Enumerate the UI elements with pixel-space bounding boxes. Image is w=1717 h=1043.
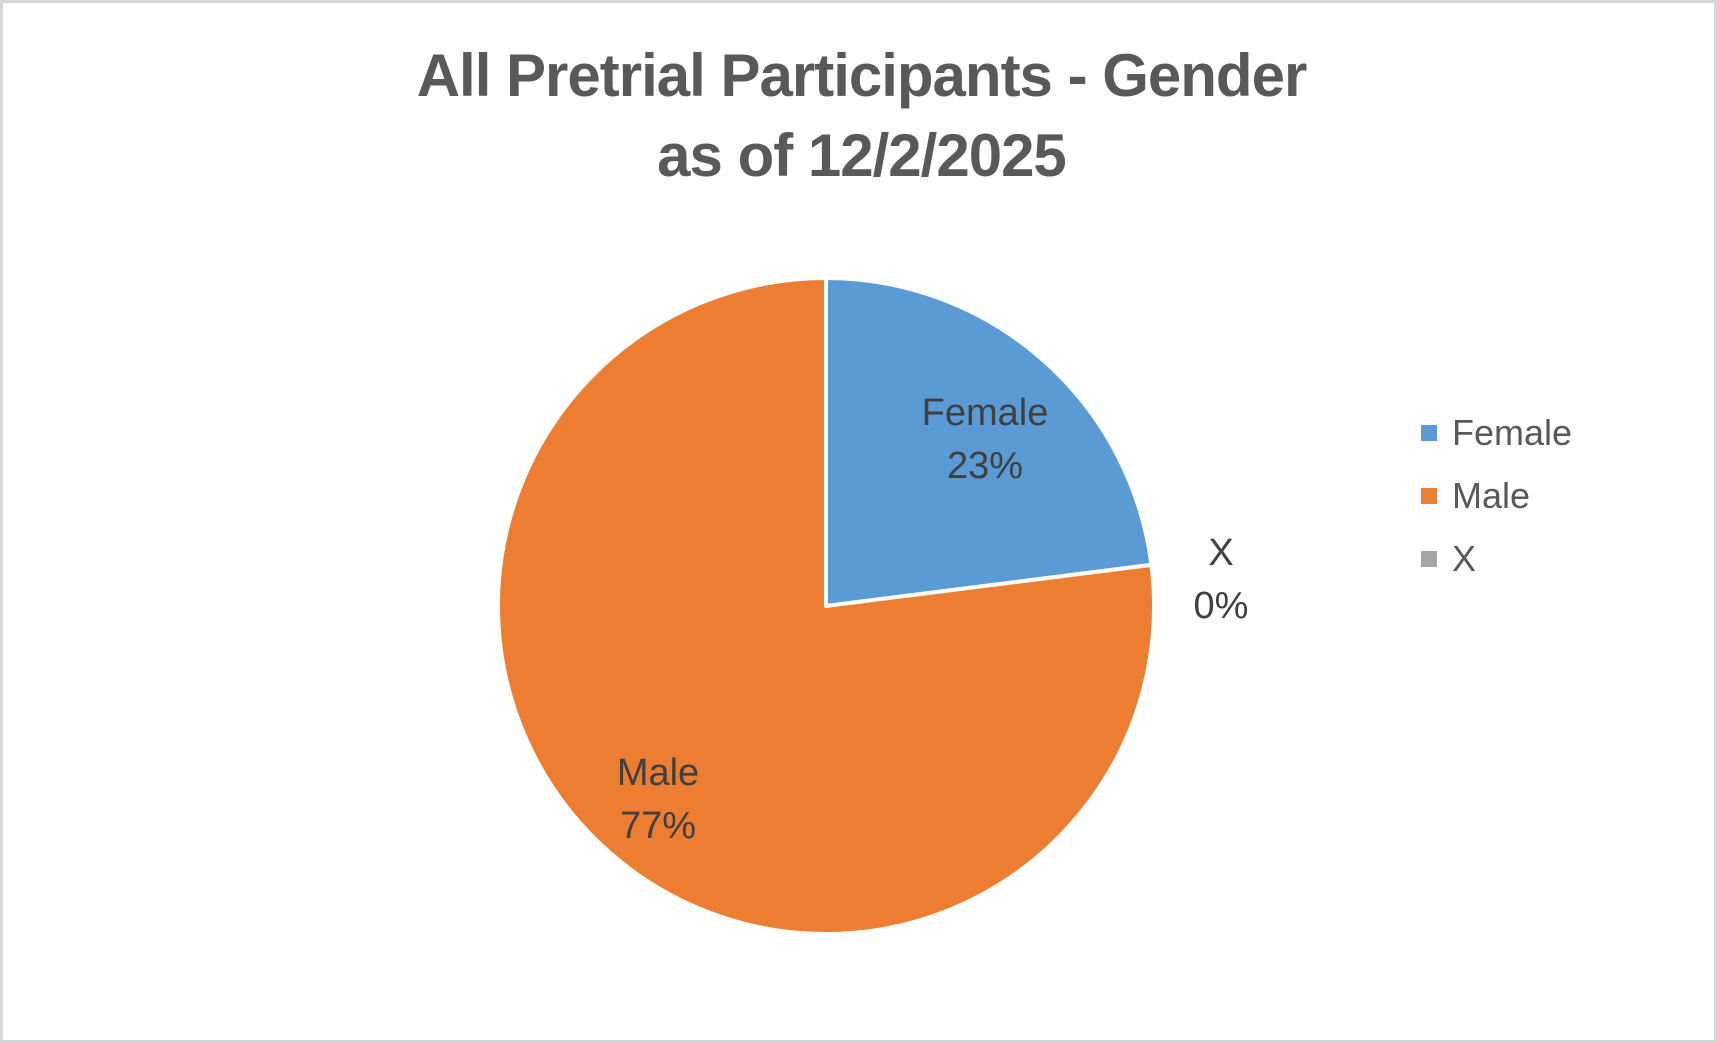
legend: Female Male X xyxy=(1421,401,1572,590)
data-label-male-name: Male xyxy=(616,752,700,794)
chart-title-line2: as of 12/2/2025 xyxy=(657,122,1067,189)
legend-item-female: Female xyxy=(1421,401,1572,464)
data-label-male: Male 77% xyxy=(617,747,699,853)
legend-item-male: Male xyxy=(1421,464,1572,527)
data-label-female-name: Female xyxy=(921,392,1049,434)
chart-title-line1: All Pretrial Participants - Gender xyxy=(416,42,1308,109)
legend-swatch-female xyxy=(1421,424,1437,441)
pie-chart xyxy=(496,276,1156,936)
pie-slice-female xyxy=(824,276,1154,608)
data-label-female: Female 23% xyxy=(922,387,1049,493)
legend-swatch-x xyxy=(1421,550,1437,567)
legend-label-female: Female xyxy=(1452,411,1573,453)
legend-label-x: X xyxy=(1452,537,1477,579)
data-label-x-name: X xyxy=(1208,532,1234,574)
data-label-x-pct: 0% xyxy=(1193,585,1249,627)
data-label-male-pct: 77% xyxy=(619,805,697,847)
chart-title: All Pretrial Participants - Gender as of… xyxy=(3,36,1714,196)
legend-swatch-male xyxy=(1421,487,1437,504)
data-label-x: X 0% xyxy=(1194,527,1249,633)
legend-label-male: Male xyxy=(1452,474,1531,516)
legend-item-x: X xyxy=(1421,527,1572,590)
data-label-female-pct: 23% xyxy=(946,445,1024,487)
pie-slice-male xyxy=(496,276,1156,936)
